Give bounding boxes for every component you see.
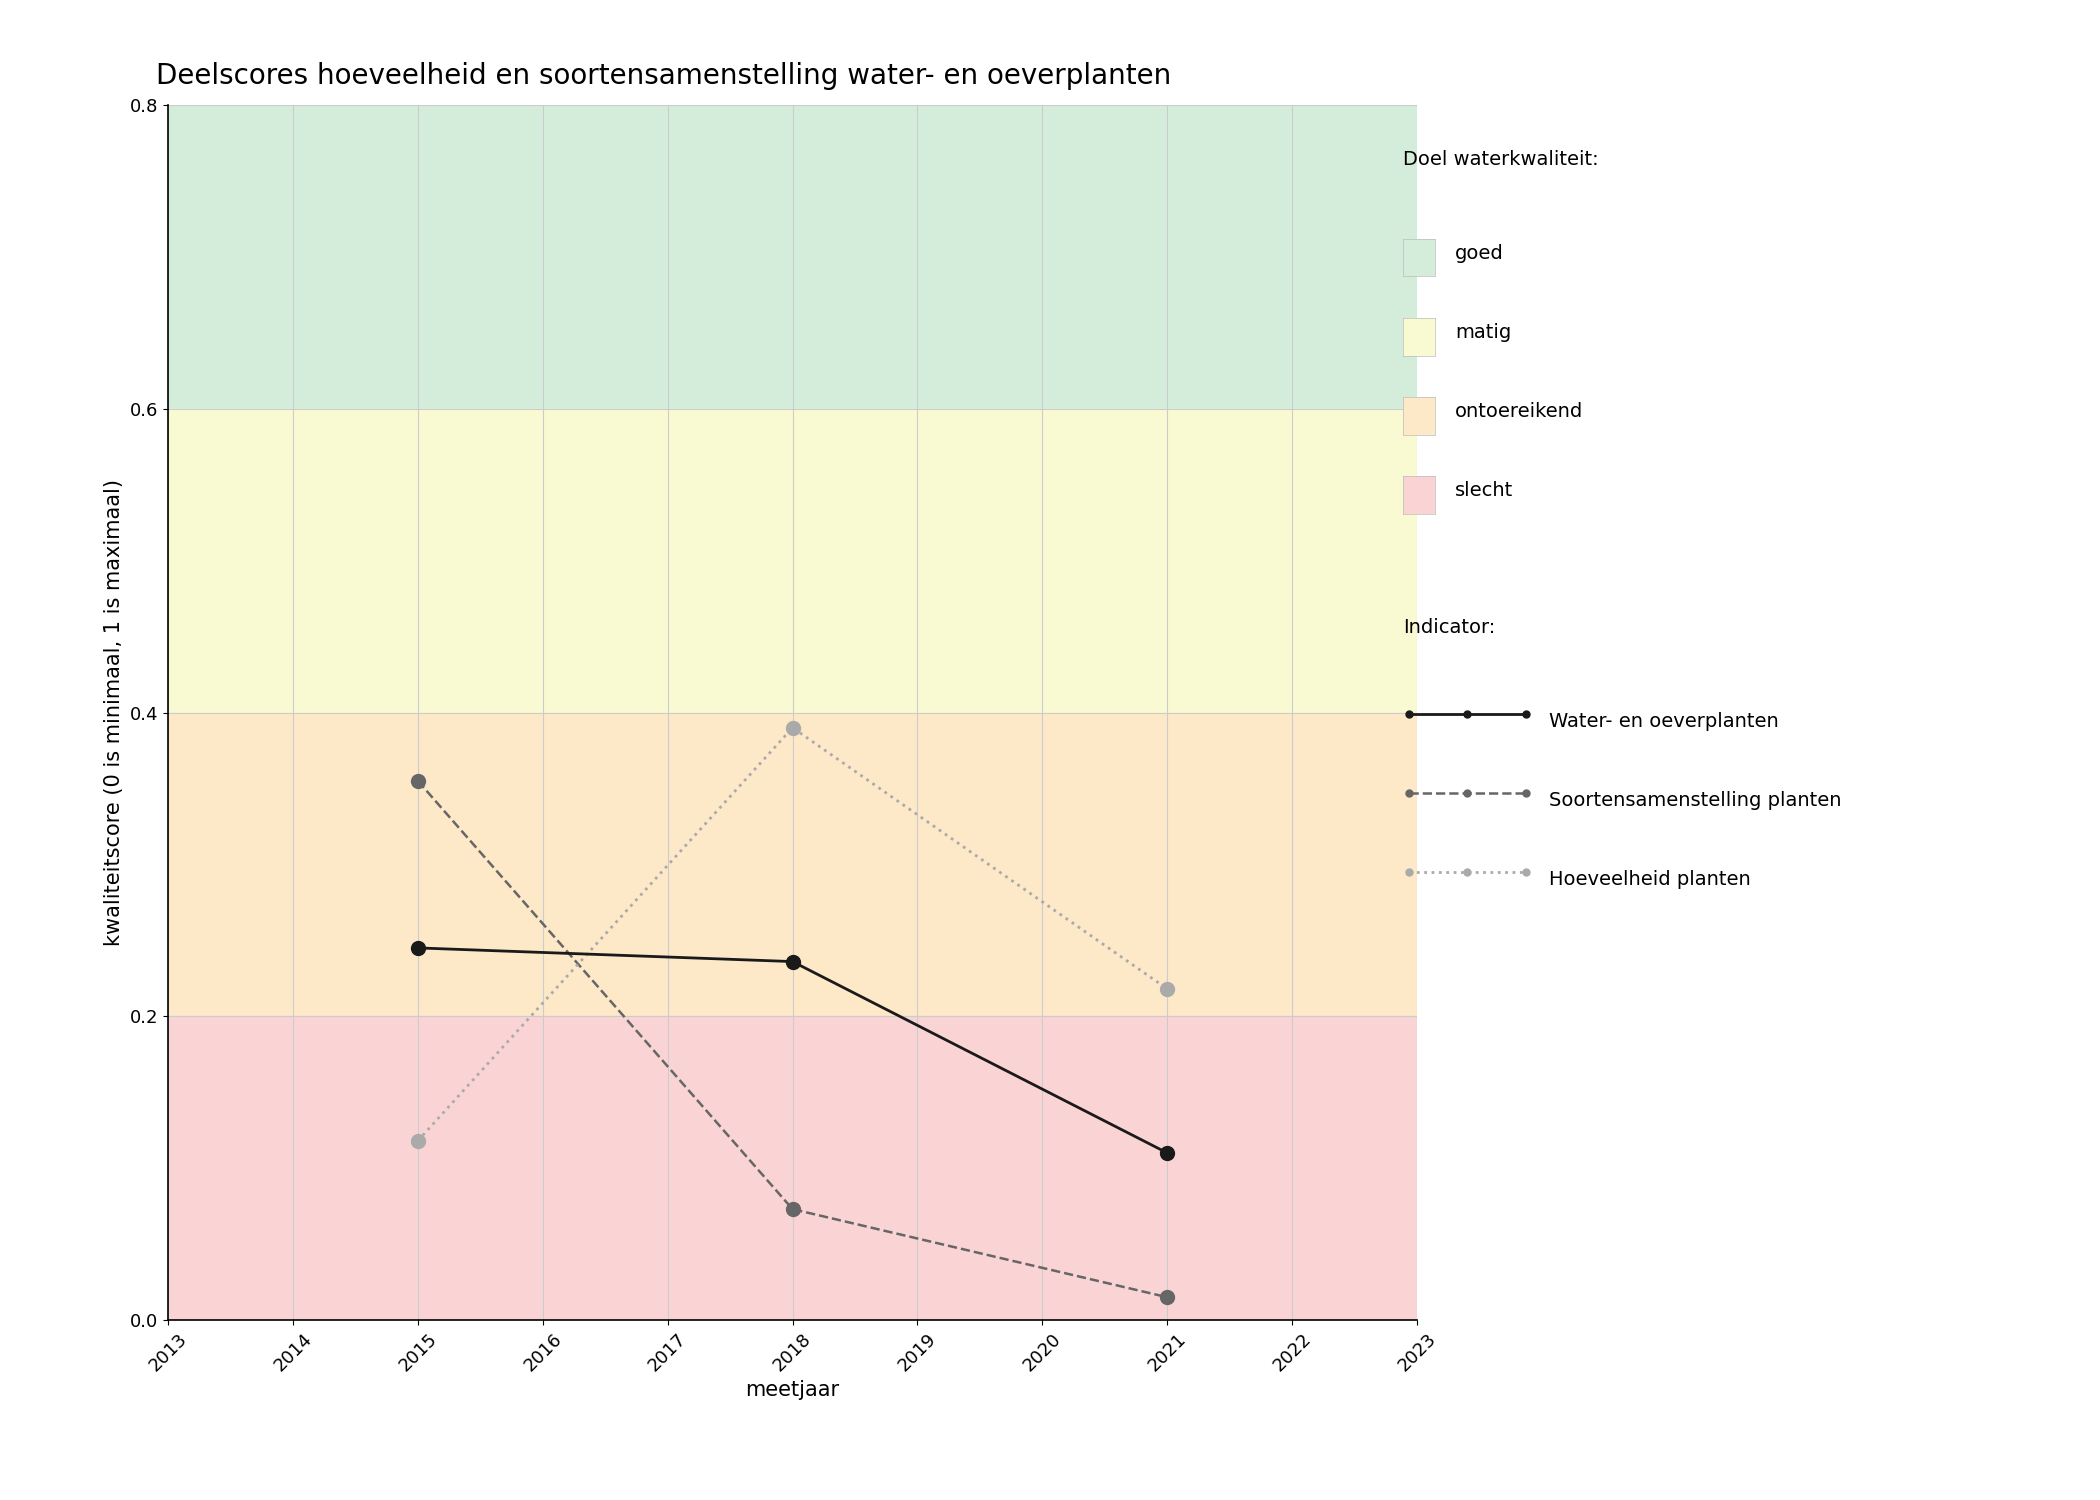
Bar xyxy=(168,712,1418,1017)
Hoeveelheid planten xyxy=(405,1132,430,1150)
Hoeveelheid planten xyxy=(779,718,804,736)
Text: Hoeveelheid planten: Hoeveelheid planten xyxy=(1548,870,1749,889)
Bar xyxy=(168,105,1418,410)
Line: Hoeveelheid planten: Hoeveelheid planten xyxy=(412,720,1174,1148)
Y-axis label: kwaliteitscore (0 is minimaal, 1 is maximaal): kwaliteitscore (0 is minimaal, 1 is maxi… xyxy=(105,478,124,946)
Text: Doel waterkwaliteit:: Doel waterkwaliteit: xyxy=(1403,150,1598,170)
Soortensamenstelling planten xyxy=(1155,1288,1180,1306)
Water- en oeverplanten xyxy=(1155,1144,1180,1162)
Text: goed: goed xyxy=(1455,243,1504,262)
X-axis label: meetjaar: meetjaar xyxy=(746,1380,840,1401)
Water- en oeverplanten xyxy=(779,952,804,970)
Line: Water- en oeverplanten: Water- en oeverplanten xyxy=(412,940,1174,1160)
Text: matig: matig xyxy=(1455,322,1512,342)
Text: slecht: slecht xyxy=(1455,482,1514,500)
Line: Soortensamenstelling planten: Soortensamenstelling planten xyxy=(412,774,1174,1304)
Text: Deelscores hoeveelheid en soortensamenstelling water- en oeverplanten: Deelscores hoeveelheid en soortensamenst… xyxy=(155,62,1172,90)
Water- en oeverplanten xyxy=(405,939,430,957)
Text: Indicator:: Indicator: xyxy=(1403,618,1495,638)
Bar xyxy=(168,1017,1418,1320)
Text: Soortensamenstelling planten: Soortensamenstelling planten xyxy=(1548,790,1842,810)
Soortensamenstelling planten xyxy=(405,772,430,790)
Text: Water- en oeverplanten: Water- en oeverplanten xyxy=(1548,711,1779,730)
Soortensamenstelling planten xyxy=(779,1200,804,1218)
Hoeveelheid planten xyxy=(1155,980,1180,998)
Bar xyxy=(168,410,1418,712)
Text: ontoereikend: ontoereikend xyxy=(1455,402,1583,422)
